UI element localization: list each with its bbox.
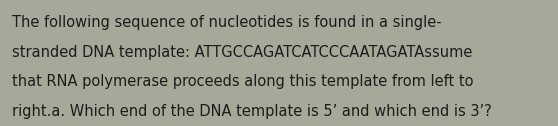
Text: The following sequence of nucleotides is found in a single-: The following sequence of nucleotides is… [12,15,442,30]
Text: right.a. Which end of the DNA template is 5’ and which end is 3’?: right.a. Which end of the DNA template i… [12,104,492,119]
Text: stranded DNA template: ATTGCCAGATCATCCCAATAGATAssume: stranded DNA template: ATTGCCAGATCATCCCA… [12,45,473,60]
Text: that RNA polymerase proceeds along this template from left to: that RNA polymerase proceeds along this … [12,74,474,89]
